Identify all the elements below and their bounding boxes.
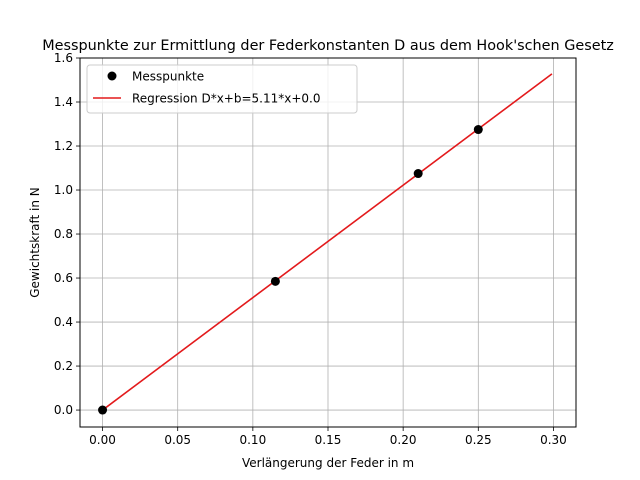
x-tick-label: 0.00: [89, 433, 116, 447]
y-axis-label: Gewichtskraft in N: [28, 187, 42, 298]
measurement-series: [98, 125, 483, 415]
y-tick-label: 1.4: [54, 95, 73, 109]
x-tick-label: 0.15: [315, 433, 342, 447]
x-axis: 0.00 0.05 0.10 0.15 0.20 0.25 0.30: [89, 427, 567, 447]
y-tick-label: 1.2: [54, 139, 73, 153]
legend-entry-regression: Regression D*x+b=5.11*x+0.0: [132, 92, 320, 106]
y-axis: 0.0 0.2 0.4 0.6 0.8 1.0 1.2 1.4 1.6: [54, 51, 80, 417]
x-tick-label: 0.30: [540, 433, 567, 447]
legend-entry-measurements: Messpunkte: [132, 70, 204, 84]
y-tick-label: 0.6: [54, 271, 73, 285]
data-point: [473, 125, 483, 135]
x-tick-label: 0.25: [465, 433, 492, 447]
y-tick-label: 0.8: [54, 227, 73, 241]
y-tick-label: 1.6: [54, 51, 73, 65]
x-tick-label: 0.05: [164, 433, 191, 447]
y-tick-label: 0.4: [54, 315, 73, 329]
data-point: [413, 169, 423, 179]
legend-box: [86, 64, 358, 114]
y-tick-label: 1.0: [54, 183, 73, 197]
legend-point-marker: [107, 71, 117, 81]
y-tick-label: 0.2: [54, 359, 73, 373]
chart-title: Messpunkte zur Ermittlung der Federkonst…: [42, 38, 614, 54]
x-tick-label: 0.20: [390, 433, 417, 447]
x-tick-label: 0.10: [239, 433, 266, 447]
data-point: [270, 276, 280, 286]
legend: Messpunkte Regression D*x+b=5.11*x+0.0: [86, 64, 358, 114]
y-tick-label: 0.0: [54, 403, 73, 417]
data-point: [98, 405, 108, 415]
x-axis-label: Verlängerung der Feder in m: [242, 456, 414, 470]
